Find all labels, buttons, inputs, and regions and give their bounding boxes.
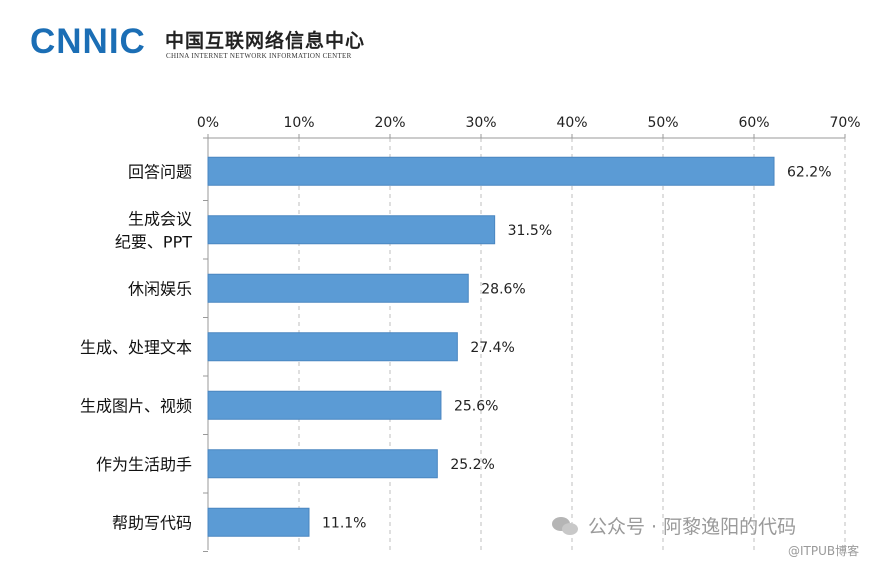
category-label: 纪要、PPT [115, 232, 192, 251]
bar [207, 156, 775, 186]
value-label: 25.2% [450, 457, 494, 473]
category-label: 休闲娱乐 [128, 279, 192, 298]
x-tick-label: 10% [283, 115, 314, 131]
logo-mark: CNNIC [30, 22, 146, 61]
cnnic-logo: CNNIC 中国互联网络信息中心 CHINA INTERNET NETWORK … [30, 22, 390, 64]
x-tick-label: 20% [374, 115, 405, 131]
category-label: 帮助写代码 [112, 513, 192, 532]
value-label: 62.2% [787, 164, 831, 180]
bar [207, 390, 442, 420]
x-tick-label: 30% [465, 115, 496, 131]
x-tick-label: 40% [556, 115, 587, 131]
value-label: 27.4% [470, 340, 514, 356]
category-label: 生成会议 [128, 209, 192, 228]
wechat-icon [552, 515, 580, 537]
watermark-text: 公众号 · 阿黎逸阳的代码 [588, 516, 797, 538]
bar [207, 507, 310, 537]
bar [207, 449, 438, 479]
category-label: 回答问题 [128, 162, 192, 181]
watermark-sub: @ITPUB博客 [788, 544, 860, 558]
x-tick-label: 50% [647, 115, 678, 131]
logo-english-name: CHINA INTERNET NETWORK INFORMATION CENTE… [166, 52, 352, 60]
x-tick-label: 0% [197, 115, 219, 131]
watermark: 公众号 · 阿黎逸阳的代码 [552, 512, 796, 539]
value-label: 25.6% [454, 398, 498, 414]
value-label: 28.6% [481, 281, 525, 297]
x-tick-label: 60% [738, 115, 769, 131]
value-label: 11.1% [322, 515, 366, 531]
bar [207, 215, 496, 245]
x-tick-label: 70% [829, 115, 860, 131]
category-label: 生成图片、视频 [80, 396, 192, 415]
bar [207, 273, 469, 303]
bar [207, 332, 458, 362]
category-label: 作为生活助手 [96, 455, 192, 474]
value-label: 31.5% [508, 223, 552, 239]
logo-chinese-name: 中国互联网络信息中心 [165, 30, 366, 52]
category-label: 生成、处理文本 [80, 338, 192, 357]
